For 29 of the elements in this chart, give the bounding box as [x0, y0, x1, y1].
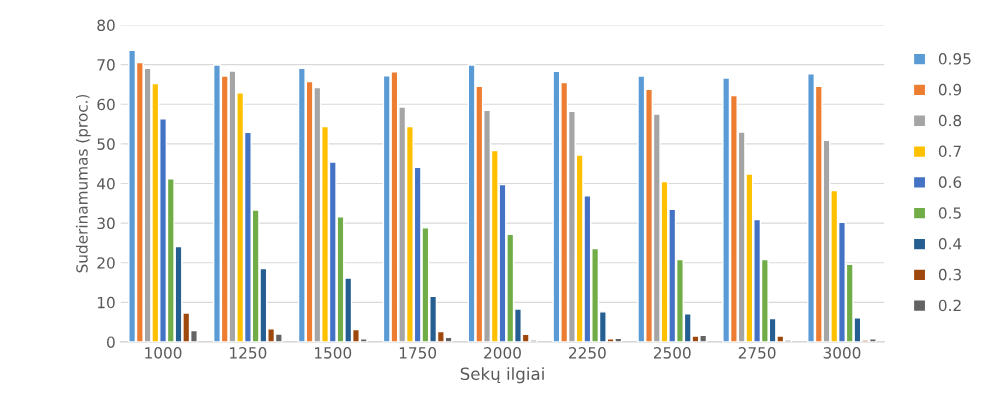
y-tick-label: 60 [97, 98, 115, 111]
x-tick-label: 2000 [484, 347, 521, 359]
y-axis-title: Suderinamumas (proc.) [75, 94, 91, 273]
legend-label: 0.4 [938, 238, 962, 250]
x-tick-label: 1250 [230, 347, 267, 359]
x-tick-label: 2750 [738, 347, 776, 359]
y-tick-label: 10 [97, 296, 115, 309]
legend-label: 0.6 [938, 176, 962, 188]
y-tick-label: 30 [97, 217, 115, 230]
x-tick-label: 1500 [315, 347, 352, 359]
legend-label: 0.9 [938, 83, 962, 96]
y-tick-label: 80 [97, 19, 115, 32]
x-tick-label: 1000 [145, 347, 182, 359]
y-tick-label: 0 [107, 336, 115, 348]
x-tick-label: 1750 [399, 347, 437, 359]
x-tick-label: 2500 [653, 347, 691, 359]
legend-label: 0.8 [938, 114, 962, 127]
y-tick-label: 20 [97, 257, 115, 269]
legend-label: 0.7 [938, 145, 961, 158]
y-tick-label: 70 [97, 59, 115, 71]
legend-label: 0.2 [938, 299, 961, 312]
legend-label: 0.5 [938, 207, 961, 219]
y-tick-label: 50 [97, 138, 115, 150]
x-axis-title: Sekų ilgiai [460, 367, 544, 384]
y-tick-label: 40 [97, 177, 115, 190]
x-tick-label: 2250 [569, 347, 606, 359]
legend-label: 0.3 [938, 268, 961, 281]
x-tick-label: 3000 [823, 347, 861, 359]
legend-label: 0.95 [938, 53, 971, 65]
